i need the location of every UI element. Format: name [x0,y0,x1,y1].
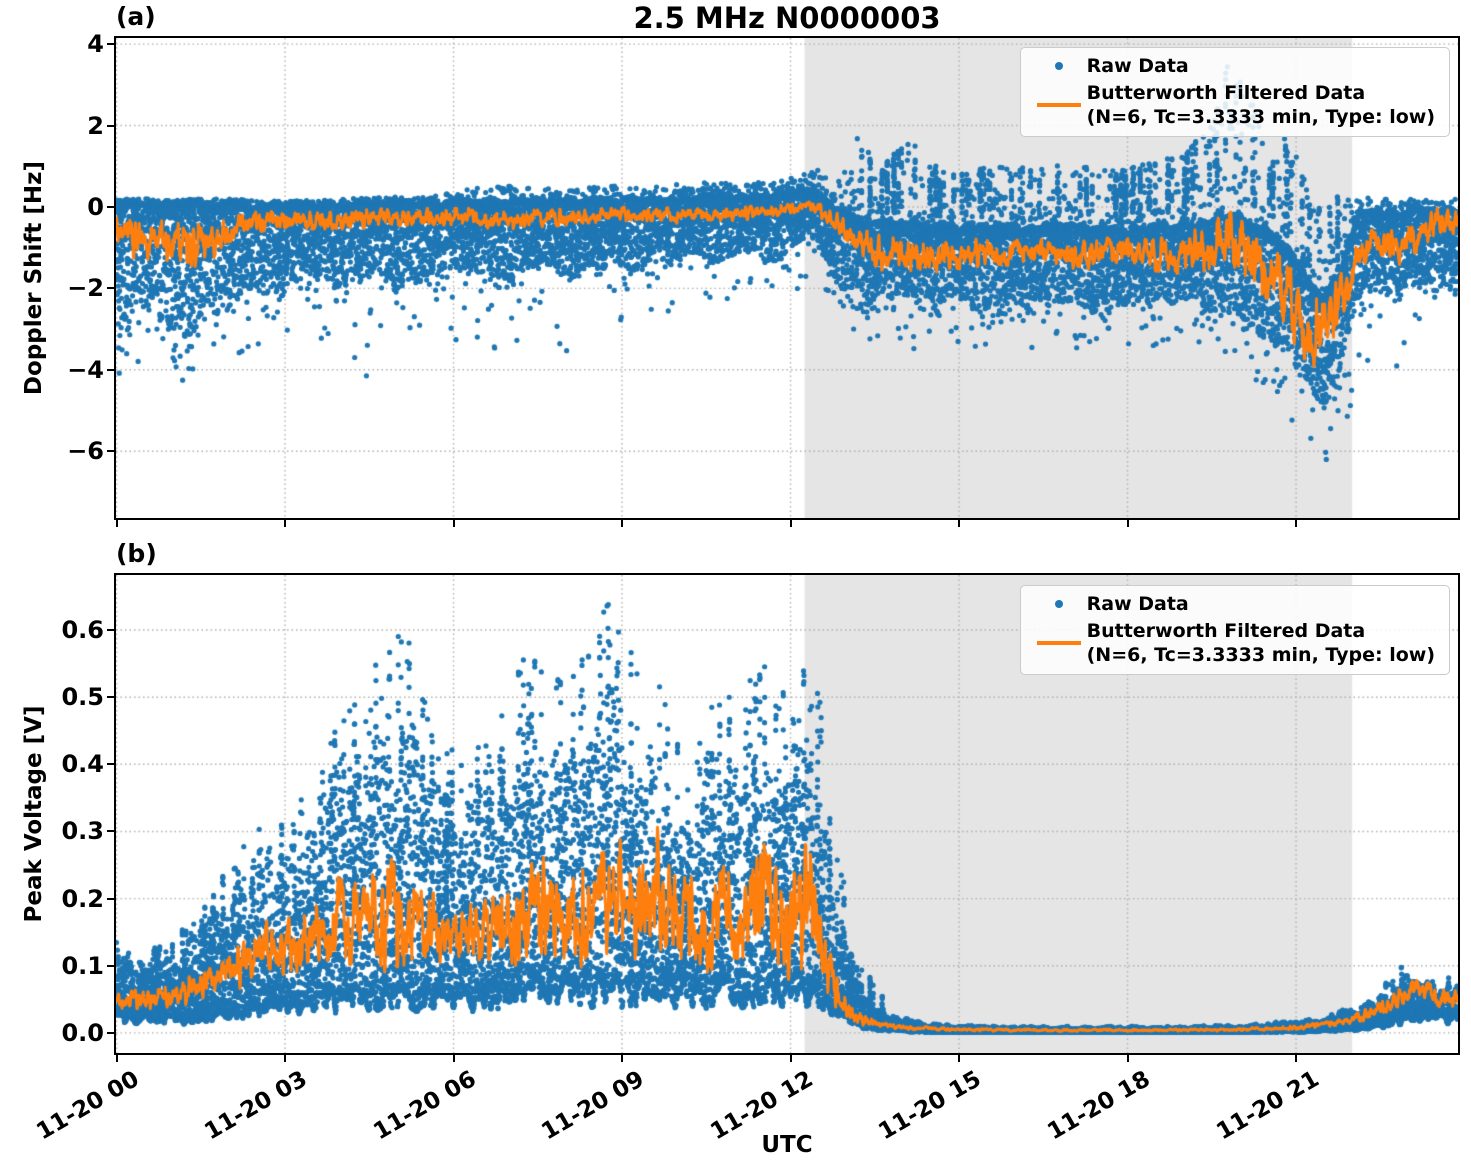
legend-filtered-line1: Butterworth Filtered Data [1086,620,1366,642]
raw-data-dot-icon [1054,62,1063,70]
y-tick-mark [107,368,114,371]
panel-b-legend: Raw Data Butterworth Filtered Data (N=6,… [1019,585,1450,675]
raw-data-dot-icon [1054,600,1063,608]
y-tick-label: 0 [87,192,104,221]
y-tick-label: 0.5 [61,683,104,712]
x-tick-mark [1295,520,1298,527]
legend-row-filtered: Butterworth Filtered Data (N=6, Tc=3.333… [1031,619,1435,667]
x-tick-mark [115,1055,118,1062]
y-tick-mark [107,124,114,127]
y-tick-label: 0.4 [61,750,104,779]
x-tick-mark [789,520,792,527]
y-tick-label: −6 [67,437,104,466]
panel-a-letter: (a) [116,2,156,31]
x-tick-mark [958,1055,961,1062]
y-tick-mark [107,450,114,453]
legend-raw-label: Raw Data [1086,593,1189,615]
y-tick-mark [107,696,114,699]
legend-filtered-label: Butterworth Filtered Data (N=6, Tc=3.333… [1087,81,1435,129]
x-tick-mark [1126,1055,1129,1062]
y-tick-mark [107,964,114,967]
y-tick-label: 0.3 [61,817,104,846]
y-tick-label: 0.6 [61,616,104,645]
x-axis-label: UTC [761,1132,813,1158]
x-tick-mark [621,520,624,527]
filtered-line-icon [1036,641,1081,645]
x-tick-mark [452,520,455,527]
y-tick-label: 0.2 [61,884,104,913]
y-tick-mark [107,287,114,290]
y-tick-mark [107,43,114,46]
legend-filtered-line1: Butterworth Filtered Data [1086,82,1366,104]
x-tick-mark [284,1055,286,1062]
y-tick-mark [107,897,114,900]
y-tick-mark [107,763,114,766]
y-tick-label: −4 [67,355,104,384]
filtered-marker-wrap [1031,641,1087,645]
x-tick-mark [621,1055,624,1062]
y-tick-mark [107,629,114,632]
panel-a-legend: Raw Data Butterworth Filtered Data (N=6,… [1019,47,1450,137]
filtered-line-icon [1036,103,1081,107]
panel-b-letter: (b) [116,539,157,568]
legend-row-raw: Raw Data [1031,53,1435,79]
legend-filtered-line2: (N=6, Tc=3.3333 min, Type: low) [1086,106,1435,128]
legend-filtered-line2: (N=6, Tc=3.3333 min, Type: low) [1086,644,1435,666]
x-tick-mark [452,1055,455,1062]
x-tick-mark [1295,1055,1298,1062]
figure-title: 2.5 MHz N0000003 [633,1,941,35]
y-tick-label: 4 [87,30,104,59]
x-tick-mark [789,1055,792,1062]
filtered-marker-wrap [1031,103,1087,107]
legend-filtered-label: Butterworth Filtered Data (N=6, Tc=3.333… [1087,619,1435,667]
y-tick-mark [107,1031,114,1034]
x-tick-mark [284,520,286,527]
y-tick-label: 0.1 [61,951,104,980]
x-tick-mark [1126,520,1129,527]
y-tick-mark [107,830,114,833]
x-tick-mark [115,520,118,527]
y-tick-label: −2 [67,274,104,303]
raw-data-marker-wrap [1031,600,1087,608]
y-tick-mark [107,205,114,208]
legend-row-raw: Raw Data [1031,591,1435,617]
y-tick-label: 0.0 [61,1018,104,1047]
legend-raw-label: Raw Data [1086,55,1189,77]
legend-row-filtered: Butterworth Filtered Data (N=6, Tc=3.333… [1031,81,1435,129]
x-tick-mark [958,520,961,527]
raw-data-marker-wrap [1031,62,1087,70]
y-tick-label: 2 [87,111,104,140]
